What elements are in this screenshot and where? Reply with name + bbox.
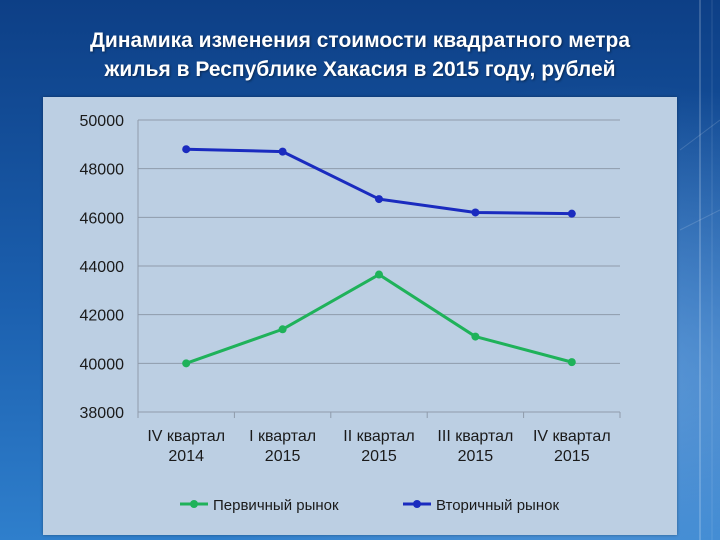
data-point xyxy=(375,195,383,204)
x-tick-label: I квартал 2015 xyxy=(249,428,316,465)
legend-swatch-marker xyxy=(413,500,421,508)
data-point xyxy=(567,209,576,218)
y-tick-label: 48000 xyxy=(80,162,125,179)
y-tick-label: 44000 xyxy=(80,259,125,276)
data-point xyxy=(471,208,480,217)
data-point xyxy=(471,332,480,341)
title-line-1: Динамика изменения стоимости квадратного… xyxy=(89,29,631,52)
series-line-1 xyxy=(185,273,573,365)
series-line-2 xyxy=(186,147,572,216)
data-point xyxy=(278,147,287,156)
y-tick-label: 38000 xyxy=(80,405,125,422)
y-tick-label: 40000 xyxy=(80,356,125,373)
x-tick-label: II квартал 2015 xyxy=(343,428,414,465)
y-tick-label: 46000 xyxy=(80,210,125,227)
legend-label: Вторичный рынок xyxy=(436,497,559,514)
y-tick-label: 50000 xyxy=(80,113,125,130)
slide-title: Динамика изменения стоимости квадратного… xyxy=(20,26,700,84)
data-point xyxy=(182,359,191,368)
x-tick-label: IV квартал 2014 xyxy=(147,428,225,465)
data-point xyxy=(567,358,576,367)
title-line-2: жилья в Республике Хакасия в 2015 году, … xyxy=(104,58,616,81)
legend-swatch-marker xyxy=(190,500,198,508)
y-tick-label: 42000 xyxy=(80,308,125,325)
line-chart: 50000 48000 46000 44000 42000 40000 38000 IV кв… xyxy=(80,113,621,514)
legend-label: Первичный рынок xyxy=(213,497,339,514)
data-point xyxy=(278,325,287,334)
x-tick-label: IV квартал 2015 xyxy=(533,428,611,465)
data-point xyxy=(375,270,383,279)
data-point xyxy=(182,145,191,154)
chart-panel: 50000 48000 46000 44000 42000 40000 38000 IV кв… xyxy=(43,97,677,535)
x-tick-label: III квартал 2015 xyxy=(437,428,513,465)
